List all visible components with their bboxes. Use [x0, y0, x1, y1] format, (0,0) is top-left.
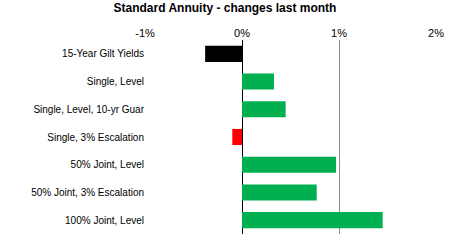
- svg-text:Single, Level, 10-yr Guar: Single, Level, 10-yr Guar: [33, 104, 144, 115]
- svg-text:50% Joint, Level: 50% Joint, Level: [71, 159, 144, 170]
- svg-text:Standard Annuity - changes las: Standard Annuity - changes last month: [114, 1, 337, 15]
- svg-text:-1%: -1%: [135, 27, 155, 39]
- svg-text:50% Joint, 3% Escalation: 50% Joint, 3% Escalation: [31, 187, 144, 198]
- svg-text:15-Year Gilt Yields: 15-Year Gilt Yields: [62, 48, 144, 59]
- svg-text:1%: 1%: [331, 27, 347, 39]
- svg-text:Single, Level: Single, Level: [87, 76, 144, 87]
- svg-text:2%: 2%: [428, 27, 444, 39]
- svg-text:0%: 0%: [234, 27, 250, 39]
- svg-text:100% Joint, Level: 100% Joint, Level: [65, 215, 144, 226]
- svg-text:Single, 3% Escalation: Single, 3% Escalation: [47, 132, 144, 143]
